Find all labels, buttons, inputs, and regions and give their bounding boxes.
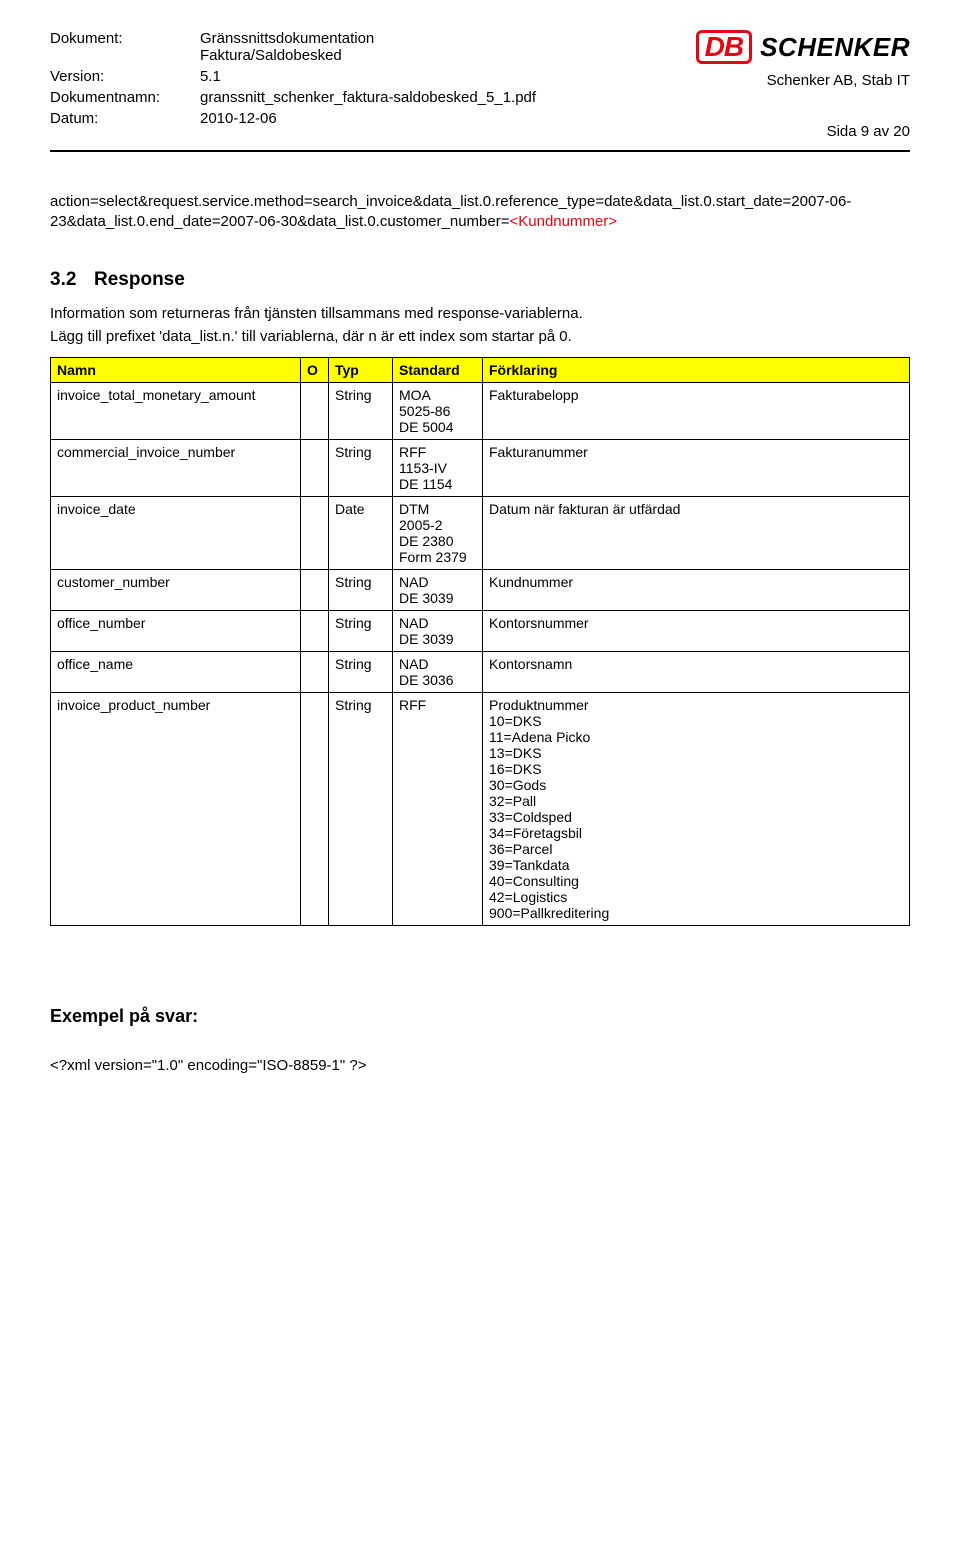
document-header: Dokument: Gränssnittsdokumentation Faktu… bbox=[50, 30, 910, 152]
header-right: DB SCHENKER Schenker AB, Stab IT Sida 9 … bbox=[650, 30, 910, 140]
cell-standard: NAD DE 3039 bbox=[393, 569, 483, 610]
cell-forklaring: Produktnummer 10=DKS 11=Adena Picko 13=D… bbox=[483, 692, 910, 925]
cell-forklaring: Fakturabelopp bbox=[483, 382, 910, 439]
cell-namn: invoice_total_monetary_amount bbox=[51, 382, 301, 439]
meta-label-version: Version: bbox=[50, 68, 200, 85]
th-standard: Standard bbox=[393, 357, 483, 382]
cell-namn: customer_number bbox=[51, 569, 301, 610]
dokument-line2: Faktura/Saldobesked bbox=[200, 47, 650, 64]
page-indicator: Sida 9 av 20 bbox=[650, 123, 910, 140]
section-desc-1: Information som returneras från tjänsten… bbox=[50, 305, 910, 322]
th-o: O bbox=[301, 357, 329, 382]
th-namn: Namn bbox=[51, 357, 301, 382]
cell-o bbox=[301, 382, 329, 439]
section-title: Response bbox=[94, 269, 185, 290]
schenker-logo-text: SCHENKER bbox=[760, 32, 910, 63]
logo: DB SCHENKER bbox=[650, 30, 910, 64]
db-logo-icon: DB bbox=[696, 30, 752, 64]
cell-namn: office_name bbox=[51, 651, 301, 692]
table-body: invoice_total_monetary_amountStringMOA 5… bbox=[51, 382, 910, 925]
meta-version: Version: 5.1 bbox=[50, 68, 650, 85]
url-text: action=select&request.service.method=sea… bbox=[50, 193, 851, 230]
table-row: office_number StringNAD DE 3039Kontorsnum… bbox=[51, 610, 910, 651]
cell-o bbox=[301, 496, 329, 569]
example-heading: Exempel på svar: bbox=[50, 1006, 910, 1027]
cell-typ: String bbox=[329, 692, 393, 925]
dokument-line1: Gränssnittsdokumentation bbox=[200, 30, 650, 47]
cell-standard: RFF 1153-IV DE 1154 bbox=[393, 439, 483, 496]
schenker-ab-text: Schenker AB, Stab IT bbox=[650, 72, 910, 89]
response-table: Namn O Typ Standard Förklaring invoice_t… bbox=[50, 357, 910, 926]
cell-namn: invoice_product_number bbox=[51, 692, 301, 925]
table-row: commercial_invoice_number StringRFF 1153-… bbox=[51, 439, 910, 496]
cell-typ: String bbox=[329, 651, 393, 692]
cell-standard: MOA 5025-86 DE 5004 bbox=[393, 382, 483, 439]
example-code: <?xml version="1.0" encoding="ISO-8859-1… bbox=[50, 1057, 910, 1074]
cell-standard: NAD DE 3039 bbox=[393, 610, 483, 651]
section-desc-2: Lägg till prefixet 'data_list.n.' till v… bbox=[50, 328, 910, 345]
meta-value-datum: 2010-12-06 bbox=[200, 110, 650, 127]
cell-typ: String bbox=[329, 439, 393, 496]
table-row: office_name StringNAD DE 3036Kontorsnamn bbox=[51, 651, 910, 692]
kundnummer-placeholder: <Kundnummer> bbox=[510, 213, 618, 230]
table-row: customer_number StringNAD DE 3039Kundnumm… bbox=[51, 569, 910, 610]
meta-value-dokument: Gränssnittsdokumentation Faktura/Saldobe… bbox=[200, 30, 650, 64]
cell-forklaring: Kundnummer bbox=[483, 569, 910, 610]
table-head: Namn O Typ Standard Förklaring bbox=[51, 357, 910, 382]
url-block: action=select&request.service.method=sea… bbox=[50, 192, 910, 233]
meta-dokumentnamn: Dokumentnamn: granssnitt_schenker_faktur… bbox=[50, 89, 650, 106]
cell-o bbox=[301, 692, 329, 925]
section-heading: 3.2Response bbox=[50, 269, 910, 291]
cell-typ: String bbox=[329, 382, 393, 439]
cell-standard: DTM 2005-2 DE 2380 Form 2379 bbox=[393, 496, 483, 569]
cell-namn: commercial_invoice_number bbox=[51, 439, 301, 496]
header-left: Dokument: Gränssnittsdokumentation Faktu… bbox=[50, 30, 650, 140]
meta-label-datum: Datum: bbox=[50, 110, 200, 127]
cell-typ: String bbox=[329, 610, 393, 651]
cell-o bbox=[301, 651, 329, 692]
section-number: 3.2 bbox=[50, 269, 94, 291]
cell-typ: String bbox=[329, 569, 393, 610]
table-row: invoice_product_number StringRFFProduktnu… bbox=[51, 692, 910, 925]
meta-value-version: 5.1 bbox=[200, 68, 650, 85]
cell-forklaring: Kontorsnummer bbox=[483, 610, 910, 651]
th-forklaring: Förklaring bbox=[483, 357, 910, 382]
meta-label-dokument: Dokument: bbox=[50, 30, 200, 64]
meta-dokument: Dokument: Gränssnittsdokumentation Faktu… bbox=[50, 30, 650, 64]
table-row: invoice_date DateDTM 2005-2 DE 2380 Form … bbox=[51, 496, 910, 569]
meta-value-dokumentnamn: granssnitt_schenker_faktura-saldobesked_… bbox=[200, 89, 650, 106]
meta-datum: Datum: 2010-12-06 bbox=[50, 110, 650, 127]
cell-standard: RFF bbox=[393, 692, 483, 925]
th-typ: Typ bbox=[329, 357, 393, 382]
cell-forklaring: Datum när fakturan är utfärdad bbox=[483, 496, 910, 569]
cell-o bbox=[301, 569, 329, 610]
table-header-row: Namn O Typ Standard Förklaring bbox=[51, 357, 910, 382]
table-row: invoice_total_monetary_amount StringMOA 5… bbox=[51, 382, 910, 439]
cell-namn: office_number bbox=[51, 610, 301, 651]
cell-namn: invoice_date bbox=[51, 496, 301, 569]
cell-o bbox=[301, 610, 329, 651]
cell-standard: NAD DE 3036 bbox=[393, 651, 483, 692]
cell-o bbox=[301, 439, 329, 496]
cell-forklaring: Fakturanummer bbox=[483, 439, 910, 496]
meta-label-dokumentnamn: Dokumentnamn: bbox=[50, 89, 200, 106]
cell-forklaring: Kontorsnamn bbox=[483, 651, 910, 692]
cell-typ: Date bbox=[329, 496, 393, 569]
